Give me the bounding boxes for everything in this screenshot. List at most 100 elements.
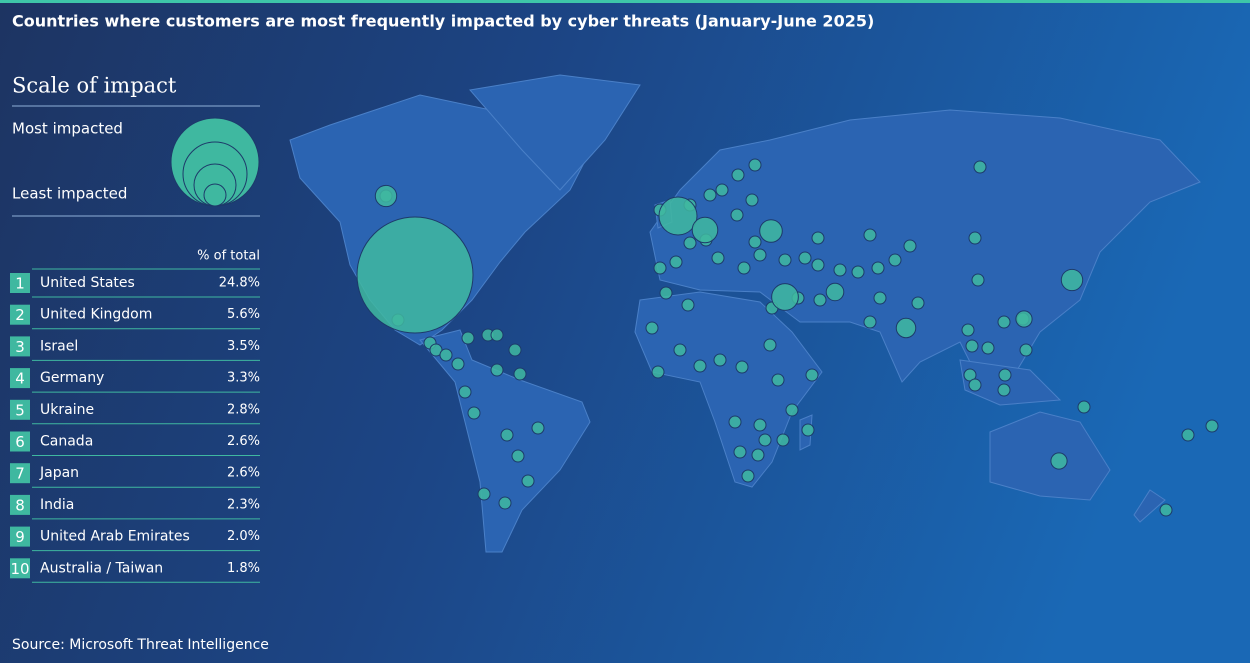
minor-bubble bbox=[811, 231, 825, 245]
rank: 5 bbox=[15, 401, 25, 419]
minor-bubble bbox=[998, 368, 1012, 382]
rank-box bbox=[10, 463, 30, 484]
minor-bubble bbox=[863, 228, 877, 242]
minor-bubble bbox=[703, 188, 717, 202]
minor-bubble bbox=[477, 487, 491, 501]
column-header: % of total bbox=[197, 249, 260, 264]
country: India bbox=[40, 497, 74, 513]
minor-bubble bbox=[531, 421, 545, 435]
rank-box bbox=[10, 526, 30, 547]
minor-bubble bbox=[981, 341, 995, 355]
minor-bubble bbox=[730, 208, 744, 222]
minor-bubble bbox=[500, 428, 514, 442]
percent: 2.8% bbox=[227, 402, 260, 417]
rank-box bbox=[10, 336, 30, 357]
minor-bubble bbox=[811, 258, 825, 272]
top-rule bbox=[0, 0, 1250, 3]
minor-bubble bbox=[851, 265, 865, 279]
rank: 7 bbox=[15, 465, 25, 483]
minor-bubble bbox=[968, 378, 982, 392]
title: Countries where customers are most frequ… bbox=[12, 12, 874, 31]
minor-bubble bbox=[1159, 503, 1173, 517]
legend-min-label: Least impacted bbox=[12, 185, 127, 203]
minor-bubble bbox=[467, 406, 481, 420]
minor-bubble bbox=[508, 343, 522, 357]
minor-bubble bbox=[748, 158, 762, 172]
minor-bubble bbox=[741, 469, 755, 483]
ranking-table: 1 United States 24.8%2 United Kingdom 5.6%3 I… bbox=[10, 268, 260, 583]
minor-bubble bbox=[753, 248, 767, 262]
country: United States bbox=[40, 275, 135, 291]
legend-circles bbox=[170, 117, 260, 207]
minor-bubble bbox=[731, 168, 745, 182]
rank-box bbox=[10, 368, 30, 389]
legend-circle bbox=[203, 183, 227, 207]
impact-bubble bbox=[1050, 452, 1068, 470]
minor-bubble bbox=[745, 193, 759, 207]
rank: 6 bbox=[15, 433, 25, 451]
country: Israel bbox=[40, 338, 78, 354]
impact-bubble bbox=[825, 282, 845, 302]
rank-box bbox=[10, 304, 30, 325]
impact-bubble bbox=[356, 216, 474, 334]
rank: 4 bbox=[15, 370, 25, 388]
country: Canada bbox=[40, 434, 93, 450]
impact-bubble bbox=[1060, 268, 1084, 292]
minor-bubble bbox=[798, 251, 812, 265]
percent: 2.6% bbox=[227, 466, 260, 481]
country: Japan bbox=[39, 465, 79, 481]
country: Germany bbox=[40, 370, 104, 386]
percent: 1.8% bbox=[227, 561, 260, 576]
minor-bubble bbox=[711, 251, 725, 265]
impact-bubble bbox=[771, 283, 799, 311]
minor-bubble bbox=[813, 293, 827, 307]
minor-bubble bbox=[763, 338, 777, 352]
rank-box bbox=[10, 494, 30, 515]
impact-bubble bbox=[1015, 310, 1033, 328]
minor-bubble bbox=[490, 363, 504, 377]
minor-bubble bbox=[737, 261, 751, 275]
legend-title: Scale of impact bbox=[12, 74, 177, 98]
minor-bubble bbox=[498, 496, 512, 510]
minor-bubble bbox=[997, 383, 1011, 397]
minor-bubble bbox=[971, 273, 985, 287]
rank-box bbox=[10, 399, 30, 420]
minor-bubble bbox=[748, 235, 762, 249]
minor-bubble bbox=[1205, 419, 1219, 433]
minor-bubble bbox=[713, 353, 727, 367]
minor-bubble bbox=[863, 315, 877, 329]
legend-max-label: Most impacted bbox=[12, 120, 123, 138]
minor-bubble bbox=[903, 239, 917, 253]
minor-bubble bbox=[645, 321, 659, 335]
percent: 2.3% bbox=[227, 497, 260, 512]
minor-bubble bbox=[1077, 400, 1091, 414]
minor-bubble bbox=[458, 385, 472, 399]
minor-bubble bbox=[973, 160, 987, 174]
minor-bubble bbox=[669, 255, 683, 269]
minor-bubble bbox=[451, 357, 465, 371]
minor-bubble bbox=[801, 423, 815, 437]
minor-bubble bbox=[521, 474, 535, 488]
minor-bubble bbox=[778, 253, 792, 267]
minor-bubble bbox=[681, 298, 695, 312]
country: Australia / Taiwan bbox=[40, 560, 163, 576]
impact-bubble bbox=[895, 317, 917, 339]
rank: 9 bbox=[15, 528, 25, 546]
minor-bubble bbox=[785, 403, 799, 417]
minor-bubble bbox=[683, 236, 697, 250]
percent: 2.0% bbox=[227, 529, 260, 544]
minor-bubble bbox=[735, 360, 749, 374]
minor-bubble bbox=[968, 231, 982, 245]
minor-bubble bbox=[693, 359, 707, 373]
minor-bubble bbox=[733, 445, 747, 459]
rank: 1 bbox=[15, 275, 25, 293]
minor-bubble bbox=[961, 323, 975, 337]
minor-bubble bbox=[659, 286, 673, 300]
minor-bubble bbox=[461, 331, 475, 345]
minor-bubble bbox=[651, 365, 665, 379]
minor-bubble bbox=[997, 315, 1011, 329]
impact-bubble bbox=[658, 196, 698, 236]
